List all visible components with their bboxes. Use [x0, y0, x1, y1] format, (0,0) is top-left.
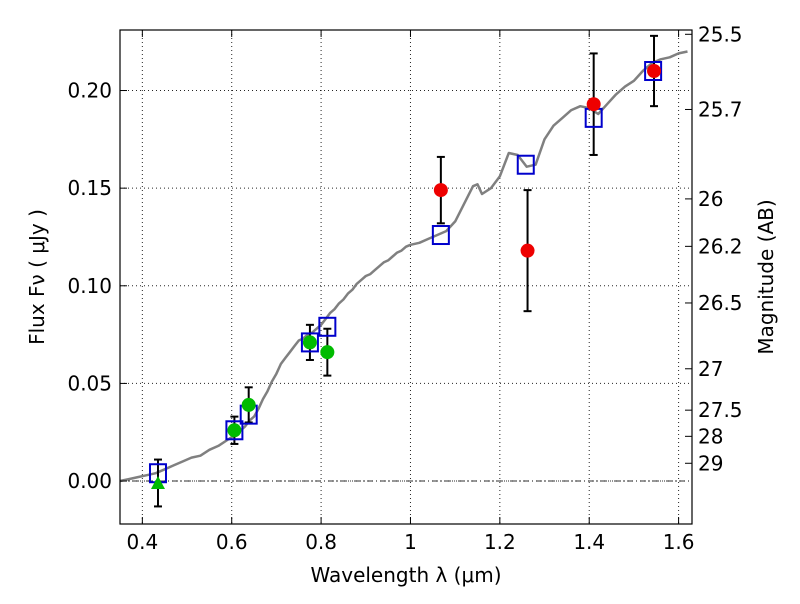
model-square-marker	[644, 61, 663, 82]
x-tick-label: 0.4	[126, 530, 158, 554]
model-photometry-squares	[148, 61, 663, 484]
x-axis-label: Wavelength λ (μm)	[310, 563, 501, 587]
model-square-marker	[516, 154, 535, 175]
green-data-point	[241, 397, 256, 412]
magnitude-tick-label: 27	[698, 357, 723, 381]
magnitude-tick-label: 25.5	[698, 22, 743, 46]
green-triangle-point	[150, 475, 165, 489]
red-data-point	[647, 64, 662, 79]
x-axis-ticks: 0.4 0.6 0.8 1 1.2 1.4 1.6	[126, 30, 695, 554]
grid	[120, 30, 692, 524]
magnitude-tick-label: 26.2	[698, 234, 743, 258]
x-tick-label: 0.8	[305, 530, 337, 554]
red-data-point	[586, 97, 601, 112]
y-tick-label: 0.00	[67, 469, 112, 493]
red-data-point	[433, 183, 448, 198]
y-tick-label: 0.15	[67, 176, 112, 200]
x-tick-label: 0.6	[216, 530, 248, 554]
y-axis-ticks: 0.00 0.05 0.10 0.15 0.20	[67, 79, 127, 493]
observed-points	[150, 64, 662, 489]
model-square-marker	[300, 332, 319, 353]
plot-frame	[119, 29, 693, 525]
green-data-point	[320, 345, 335, 360]
magnitude-tick-label: 25.7	[698, 97, 743, 121]
magnitude-axis-ticks: 25.5 25.7 26 26.2 26.5 27 27.528 29	[685, 22, 743, 475]
red-data-point	[520, 243, 535, 258]
green-data-point	[227, 423, 242, 438]
model-square-marker	[431, 225, 450, 246]
x-tick-label: 1.6	[663, 530, 695, 554]
magnitude-tick-label: 26	[698, 187, 723, 211]
magnitude-axis-label: Magnitude (AB)	[754, 199, 778, 354]
magnitude-tick-label: 26.5	[698, 291, 743, 315]
y-tick-label: 0.20	[67, 79, 112, 103]
y-tick-label: 0.05	[67, 371, 112, 395]
green-data-point	[302, 335, 317, 350]
y-axis-label: Flux Fν ( μJy )	[25, 209, 49, 345]
x-tick-label: 1.2	[484, 530, 516, 554]
y-tick-label: 0.10	[67, 274, 112, 298]
x-tick-label: 1.4	[573, 530, 605, 554]
x-tick-label: 1	[404, 530, 417, 554]
model-square-marker	[225, 420, 244, 441]
model-square-marker	[318, 316, 337, 337]
magnitude-tick-label: 27.5	[698, 398, 743, 422]
magnitude-tick-label: 28	[698, 424, 723, 448]
magnitude-tick-label: 29	[698, 451, 723, 475]
